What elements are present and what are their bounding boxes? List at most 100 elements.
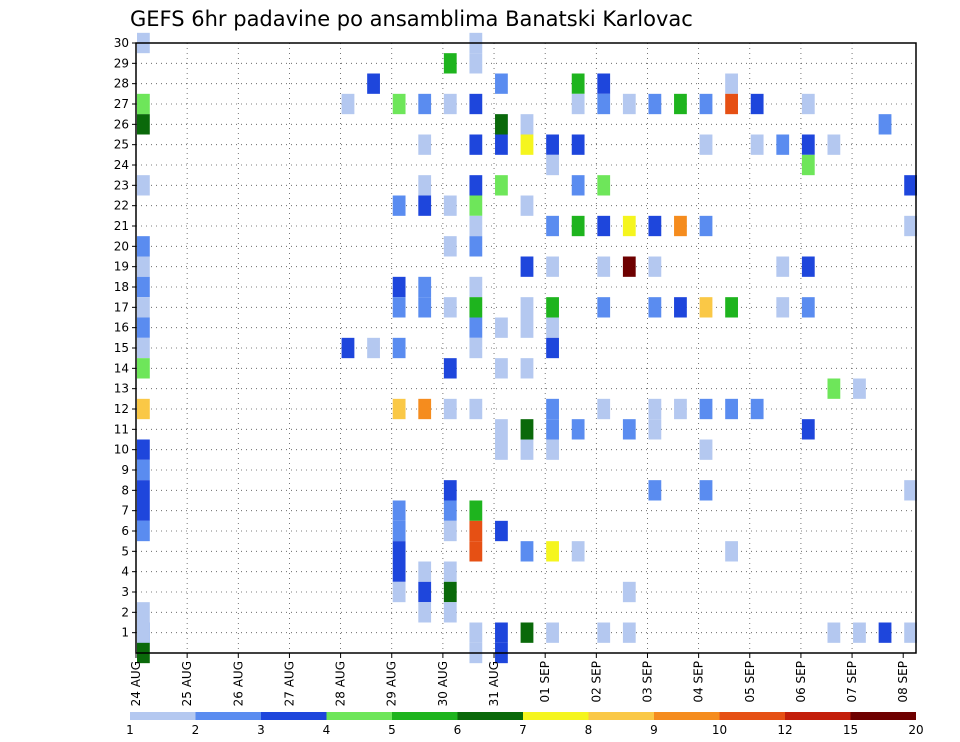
heat-cell <box>648 297 662 318</box>
x-tick-label: 25 AUG <box>180 661 194 706</box>
heat-cell <box>546 134 559 155</box>
y-tick-label: 21 <box>114 219 129 233</box>
heat-cell <box>392 520 406 542</box>
x-tick-label: 24 AUG <box>129 661 143 706</box>
heat-cell <box>137 459 150 481</box>
y-tick-label: 9 <box>121 463 129 477</box>
heat-cell <box>495 622 508 643</box>
heat-cell <box>443 480 457 501</box>
colorbar-label: 8 <box>585 723 593 737</box>
heat-cell <box>520 256 534 277</box>
x-tick-label: 29 AUG <box>385 661 399 706</box>
heat-cell <box>443 53 457 74</box>
heat-cell <box>699 134 713 155</box>
heat-cell <box>750 134 764 155</box>
chart-title: GEFS 6hr padavine po ansamblima Banatski… <box>130 7 693 31</box>
heat-cell <box>520 541 534 562</box>
heat-cell <box>392 195 406 216</box>
heat-cell <box>622 581 636 603</box>
heat-cell <box>878 622 892 643</box>
heat-cell <box>392 561 406 582</box>
heat-cell <box>137 480 150 501</box>
y-tick-label: 20 <box>114 239 129 253</box>
colorbar-swatch <box>457 712 523 720</box>
heat-cell <box>469 337 483 359</box>
heat-cell <box>469 500 483 521</box>
heat-cell <box>392 541 406 562</box>
x-tick-label: 28 AUG <box>334 661 348 706</box>
y-tick-label: 2 <box>121 605 129 619</box>
heat-cell <box>469 317 483 338</box>
colorbar-label: 2 <box>192 723 200 737</box>
heat-cell <box>904 215 917 237</box>
heat-cell <box>137 236 150 257</box>
heat-cell <box>622 215 636 237</box>
y-tick-label: 10 <box>114 443 129 457</box>
heat-cell <box>469 276 483 298</box>
heat-cell <box>469 541 483 562</box>
heat-cell <box>699 439 713 460</box>
colorbar-swatch <box>261 712 327 720</box>
colorbar: 1 2 3 4 5 6 7 8 9 10 12 15 20 <box>126 712 924 737</box>
heat-cell <box>137 114 150 135</box>
heat-cell <box>137 93 150 115</box>
heat-cell <box>699 480 713 501</box>
y-tick-label: 14 <box>114 361 129 375</box>
heat-cell <box>546 215 559 237</box>
heat-cell <box>546 256 559 277</box>
colorbar-swatch <box>326 712 392 720</box>
heat-cell <box>495 114 508 135</box>
heat-cell <box>520 114 534 135</box>
heat-cell <box>137 297 150 318</box>
heat-cell <box>469 195 483 216</box>
y-tick-label: 26 <box>114 117 129 131</box>
heat-cell <box>546 419 559 440</box>
colorbar-label: 9 <box>650 723 658 737</box>
heat-cell <box>469 175 483 196</box>
heat-cell <box>443 500 457 521</box>
heat-cell <box>418 134 432 155</box>
heat-cell <box>520 419 534 440</box>
heat-cell <box>853 378 866 399</box>
heat-cell <box>801 419 815 440</box>
heat-cell <box>520 317 534 338</box>
heat-cell <box>776 134 790 155</box>
heat-cell <box>137 520 150 542</box>
heat-cell <box>520 622 534 643</box>
y-tick-label: 19 <box>114 260 129 274</box>
y-tick-label: 17 <box>114 300 129 314</box>
heat-cell <box>571 73 585 94</box>
heat-cell <box>546 154 559 176</box>
y-tick-label: 11 <box>114 422 129 436</box>
heat-cell <box>674 297 687 318</box>
heat-cell <box>827 378 841 399</box>
heat-cell <box>622 93 636 115</box>
heat-cell <box>418 398 432 420</box>
heat-cell <box>674 93 687 115</box>
heat-cell <box>469 622 483 643</box>
heat-cell <box>546 317 559 338</box>
heat-cell <box>495 134 508 155</box>
x-tick-label: 06 SEP <box>794 661 808 703</box>
colorbar-label: 5 <box>388 723 396 737</box>
heat-cell <box>827 622 841 643</box>
heat-cell <box>469 134 483 155</box>
heat-cell <box>648 256 662 277</box>
heat-cell <box>776 297 790 318</box>
colorbar-label: 1 <box>126 723 134 737</box>
x-tick-label: 01 SEP <box>538 661 552 703</box>
heat-cell <box>699 215 713 237</box>
colorbar-swatch <box>719 712 785 720</box>
x-tick-label: 08 SEP <box>896 661 910 703</box>
heat-cell <box>137 439 150 460</box>
heat-cell <box>648 215 662 237</box>
y-tick-label: 7 <box>121 504 129 518</box>
colorbar-label: 3 <box>257 723 265 737</box>
colorbar-swatch <box>785 712 851 720</box>
heat-cell <box>137 317 150 338</box>
heat-cell <box>801 256 815 277</box>
heat-cell <box>622 622 636 643</box>
heat-cell <box>801 134 815 155</box>
colorbar-label: 4 <box>323 723 331 737</box>
heat-cell <box>443 358 457 379</box>
